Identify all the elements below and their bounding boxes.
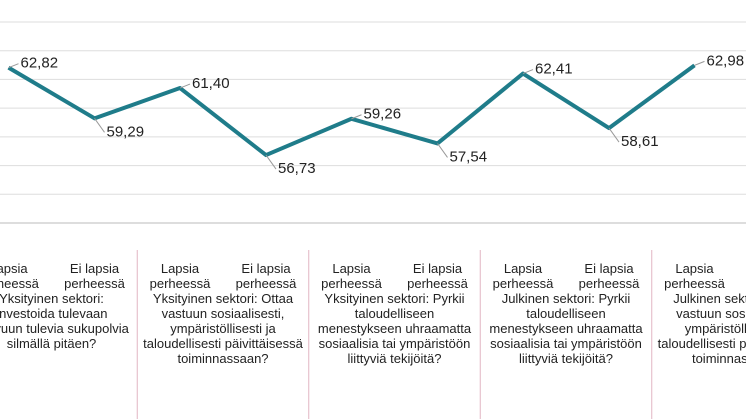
value-label: 62,98 [707,52,745,69]
group-label: Yksityinen sektori: Ottaa vastuun sosiaa… [143,291,303,366]
x-tick-label: Lapsia perheessä [0,261,39,291]
value-label: 57,54 [450,148,488,165]
x-tick-label: Ei lapsia perheessä [407,261,468,291]
leader [694,60,705,66]
value-label: 56,73 [278,160,316,177]
leader [265,154,277,170]
x-tick-label: Ei lapsia perheessä [235,261,297,291]
x-tick-label: Lapsia perheessä [321,261,382,291]
leader [94,118,105,133]
group-label: Julkinen sektori: Ottaa vastuun sosiaali… [657,291,746,366]
leader [351,114,362,120]
x-tick-label: Lapsia perheessä [664,261,725,291]
x-tick-label: Lapsia perheessä [149,261,211,291]
value-label: 62,41 [535,61,573,78]
x-tick-label: Ei lapsia perheessä [64,261,125,291]
group-label: Yksityinen sektori: Pyrkii taloudellisee… [317,291,472,366]
group-label: Julkinen sektori: Pyrkii taloudelliseen … [489,291,643,366]
leader [8,63,19,69]
line [7,63,696,158]
value-label: 59,26 [364,106,402,123]
value-label: 61,40 [192,75,230,92]
value-label: 59,29 [107,123,145,140]
x-tick-label: Lapsia perheessä [492,261,554,291]
group-label: Yksityinen sektori: Investoida tulevaan … [0,291,129,351]
leader [179,83,191,89]
value-label: 62,82 [21,55,59,72]
value-label: 58,61 [621,133,659,150]
x-tick-label: Ei lapsia perheessä [578,261,640,291]
leader [437,143,448,158]
leader [608,127,620,143]
leader [522,69,534,75]
